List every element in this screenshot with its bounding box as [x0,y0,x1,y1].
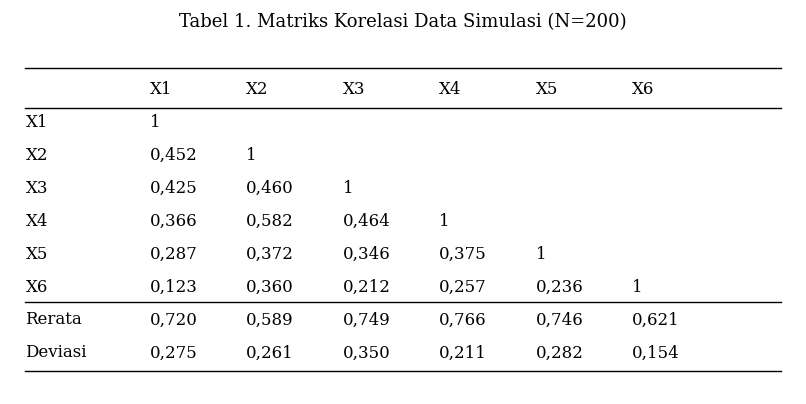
Text: X1: X1 [150,81,172,98]
Text: 0,275: 0,275 [150,344,197,361]
Text: 0,749: 0,749 [343,311,391,328]
Text: 0,346: 0,346 [343,246,391,263]
Text: X2: X2 [247,81,269,98]
Text: X2: X2 [26,147,48,164]
Text: X4: X4 [439,81,462,98]
Text: 0,452: 0,452 [150,147,197,164]
Text: 0,211: 0,211 [439,344,487,361]
Text: 0,236: 0,236 [535,279,584,296]
Text: 1: 1 [439,213,450,230]
Text: 1: 1 [535,246,546,263]
Text: X4: X4 [26,213,48,230]
Text: 0,766: 0,766 [439,311,487,328]
Text: X6: X6 [26,279,48,296]
Text: X1: X1 [26,114,48,131]
Text: 1: 1 [632,279,642,296]
Text: Rerata: Rerata [26,311,82,328]
Text: 0,375: 0,375 [439,246,487,263]
Text: 1: 1 [150,114,160,131]
Text: 0,621: 0,621 [632,311,679,328]
Text: X5: X5 [535,81,558,98]
Text: Deviasi: Deviasi [26,344,87,361]
Text: 0,287: 0,287 [150,246,197,263]
Text: X3: X3 [343,81,365,98]
Text: 0,350: 0,350 [343,344,391,361]
Text: 0,154: 0,154 [632,344,679,361]
Text: 0,257: 0,257 [439,279,487,296]
Text: X6: X6 [632,81,654,98]
Text: 0,720: 0,720 [150,311,197,328]
Text: 0,582: 0,582 [247,213,294,230]
Text: 1: 1 [343,180,353,197]
Text: 0,589: 0,589 [247,311,294,328]
Text: 0,425: 0,425 [150,180,197,197]
Text: 0,123: 0,123 [150,279,197,296]
Text: X3: X3 [26,180,48,197]
Text: 0,360: 0,360 [247,279,294,296]
Text: 0,746: 0,746 [535,311,584,328]
Text: 1: 1 [247,147,257,164]
Text: 0,282: 0,282 [535,344,584,361]
Text: 0,372: 0,372 [247,246,294,263]
Text: Tabel 1. Matriks Korelasi Data Simulasi (N=200): Tabel 1. Matriks Korelasi Data Simulasi … [179,13,627,32]
Text: 0,212: 0,212 [343,279,391,296]
Text: 0,460: 0,460 [247,180,294,197]
Text: X5: X5 [26,246,48,263]
Text: 0,366: 0,366 [150,213,197,230]
Text: 0,464: 0,464 [343,213,391,230]
Text: 0,261: 0,261 [247,344,294,361]
